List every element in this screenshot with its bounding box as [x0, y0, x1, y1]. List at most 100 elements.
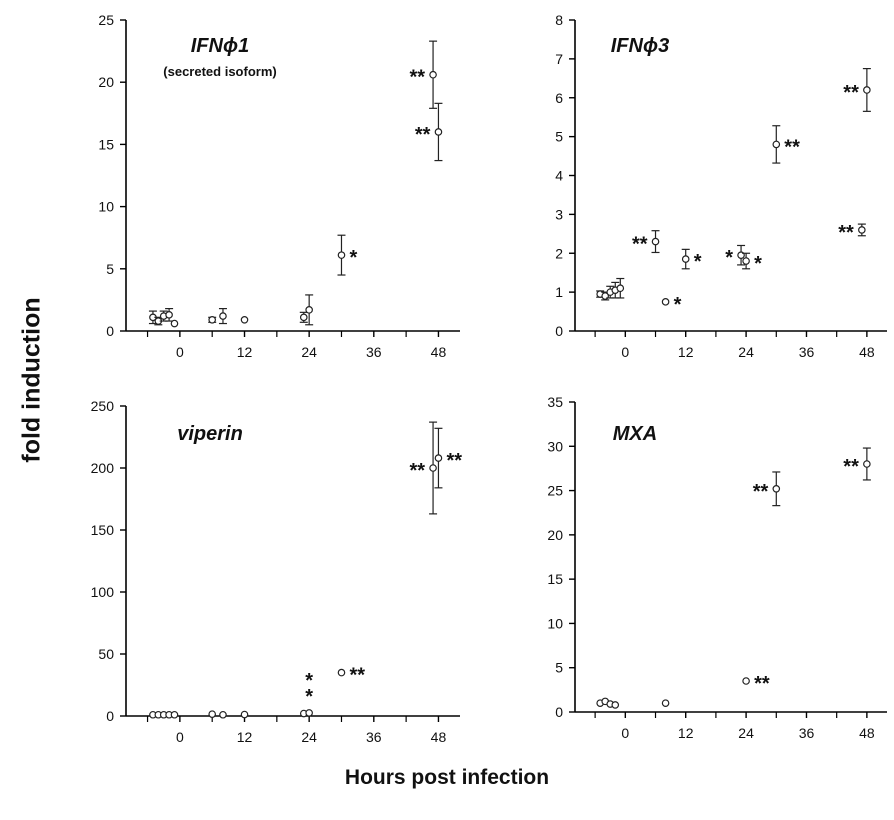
data-point — [863, 460, 871, 468]
y-tick-label: 150 — [91, 522, 115, 538]
data-point — [305, 306, 313, 314]
y-tick-label: 8 — [555, 12, 563, 28]
data-point — [434, 454, 443, 462]
x-tick-label: 36 — [366, 729, 382, 745]
significance-marker: * — [305, 670, 313, 692]
data-point — [219, 710, 227, 719]
data-point — [661, 699, 670, 707]
panel-title: IFNϕ3 — [611, 35, 670, 57]
significance-marker: * — [725, 247, 733, 269]
x-tick-label: 24 — [738, 344, 754, 360]
y-tick-label: 25 — [98, 12, 114, 28]
y-tick-label: 3 — [555, 206, 563, 222]
y-tick-label: 50 — [98, 646, 114, 662]
x-tick-label: 12 — [678, 344, 694, 360]
y-tick-label: 0 — [106, 708, 114, 724]
data-point — [299, 313, 308, 322]
significance-marker: ** — [843, 82, 859, 104]
data-point — [616, 284, 625, 293]
y-tick-label: 250 — [91, 398, 115, 414]
significance-marker: * — [305, 686, 313, 708]
significance-marker: * — [349, 247, 357, 269]
data-point — [219, 312, 227, 320]
data-point — [651, 237, 660, 246]
x-tick-label: 0 — [176, 729, 184, 745]
significance-marker: ** — [632, 234, 648, 256]
panel-4: 0 5 10 15 20 25 30 35 0 12 24 36 48 MXA ** ** ** — [547, 394, 887, 741]
y-tick-label: 15 — [98, 136, 114, 152]
significance-marker: ** — [446, 450, 462, 472]
panel-1: 0 5 10 15 20 25 0 12 24 36 48 IFNϕ1 (secreted isofor… — [98, 12, 460, 360]
significance-marker: * — [754, 253, 762, 275]
y-tick-label: 0 — [555, 704, 563, 720]
data-point — [772, 140, 781, 149]
x-tick-label: 48 — [431, 729, 447, 745]
data-point — [429, 464, 437, 472]
data-point — [305, 709, 313, 717]
y-tick-label: 200 — [91, 460, 115, 476]
data-point — [170, 319, 179, 328]
y-tick-label: 10 — [98, 199, 114, 215]
y-tick-label: 0 — [555, 323, 563, 339]
significance-marker: ** — [409, 67, 425, 89]
panel-subtitle: (secreted isoform) — [163, 64, 276, 79]
x-tick-label: 12 — [678, 725, 694, 741]
data-point — [661, 298, 670, 306]
significance-marker: ** — [349, 665, 365, 687]
x-tick-label: 48 — [859, 725, 875, 741]
y-tick-label: 15 — [547, 571, 563, 587]
x-tick-label: 0 — [176, 344, 184, 360]
significance-marker: ** — [754, 673, 770, 695]
x-tick-label: 36 — [366, 344, 382, 360]
y-tick-label: 7 — [555, 51, 563, 67]
data-point — [208, 710, 216, 718]
x-axis-label: Hours post infection — [344, 766, 550, 789]
y-tick-label: 100 — [91, 584, 115, 600]
y-tick-label: 5 — [555, 129, 563, 145]
significance-marker: ** — [753, 481, 769, 503]
data-point — [240, 710, 249, 719]
x-tick-label: 24 — [301, 344, 317, 360]
data-point — [337, 251, 346, 259]
significance-marker: ** — [415, 124, 431, 146]
data-point — [681, 255, 690, 263]
y-tick-label: 35 — [547, 394, 563, 410]
significance-marker: * — [694, 251, 702, 273]
y-tick-label: 4 — [555, 168, 563, 184]
significance-marker: ** — [784, 136, 800, 158]
panel-title: IFNϕ1 — [191, 35, 250, 57]
y-tick-label: 20 — [98, 74, 114, 90]
data-point — [611, 701, 620, 709]
data-point — [863, 86, 871, 94]
y-tick-label: 10 — [547, 615, 563, 631]
x-tick-label: 36 — [799, 344, 815, 360]
significance-marker: * — [674, 294, 682, 316]
data-point — [434, 128, 443, 136]
y-tick-label: 30 — [547, 438, 563, 454]
significance-marker: ** — [838, 222, 854, 244]
y-tick-label: 20 — [547, 527, 563, 543]
data-point — [165, 311, 173, 319]
y-tick-label: 25 — [547, 483, 563, 499]
data-point — [742, 257, 750, 265]
panel-title: MXA — [613, 423, 657, 445]
data-point — [742, 677, 750, 685]
x-tick-label: 36 — [799, 725, 815, 741]
y-tick-label: 0 — [106, 323, 114, 339]
data-point — [208, 316, 216, 324]
y-tick-label: 1 — [555, 284, 563, 300]
x-tick-label: 12 — [237, 344, 253, 360]
y-tick-label: 5 — [555, 660, 563, 676]
data-point — [170, 710, 179, 719]
x-tick-label: 12 — [237, 729, 253, 745]
x-tick-label: 24 — [738, 725, 754, 741]
data-point — [772, 484, 781, 493]
x-tick-label: 48 — [431, 344, 447, 360]
panel-title: viperin — [177, 423, 243, 445]
x-tick-label: 0 — [621, 725, 629, 741]
data-point — [429, 70, 437, 79]
y-tick-label: 5 — [106, 261, 114, 277]
